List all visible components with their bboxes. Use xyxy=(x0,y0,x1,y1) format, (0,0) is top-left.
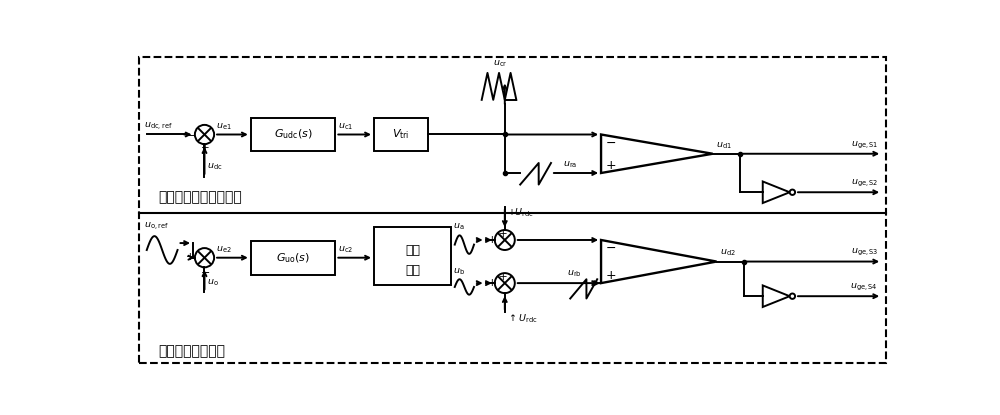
Polygon shape xyxy=(763,286,790,307)
Text: $u_{\rm a}$: $u_{\rm a}$ xyxy=(453,221,465,232)
Polygon shape xyxy=(763,181,790,203)
Text: 直流母线电压闭环控制: 直流母线电压闭环控制 xyxy=(158,190,242,204)
Text: $u_{\rm e1}$: $u_{\rm e1}$ xyxy=(216,122,232,132)
Text: 判断: 判断 xyxy=(405,264,420,277)
Text: $+$: $+$ xyxy=(185,251,195,262)
Text: $u_{\rm d2}$: $u_{\rm d2}$ xyxy=(720,248,735,259)
Text: $\uparrow U_{\rm rdc}$: $\uparrow U_{\rm rdc}$ xyxy=(507,312,538,325)
Text: $u_{\rm b}$: $u_{\rm b}$ xyxy=(453,266,465,277)
Text: $+$: $+$ xyxy=(605,159,616,172)
Text: $-$: $-$ xyxy=(185,129,195,139)
Text: $+$: $+$ xyxy=(487,277,496,288)
Text: 极性: 极性 xyxy=(405,244,420,256)
Text: $+$: $+$ xyxy=(605,269,616,282)
Text: $u_{\rm o}$: $u_{\rm o}$ xyxy=(207,277,219,288)
Text: $u_{\rm dc,ref}$: $u_{\rm dc,ref}$ xyxy=(144,120,173,132)
Text: $+$: $+$ xyxy=(200,142,210,153)
Text: $u_{\rm ra}$: $u_{\rm ra}$ xyxy=(563,159,577,170)
Text: $u_{\rm d1}$: $u_{\rm d1}$ xyxy=(716,140,732,151)
Text: $u_{\rm cr}$: $u_{\rm cr}$ xyxy=(493,59,508,69)
Text: $-$: $-$ xyxy=(605,241,616,254)
Bar xyxy=(251,117,335,151)
Text: $u_{\rm c1}$: $u_{\rm c1}$ xyxy=(338,122,353,132)
Text: $G_{\rm udc}(s)$: $G_{\rm udc}(s)$ xyxy=(274,128,312,141)
Text: $u_{\rm rb}$: $u_{\rm rb}$ xyxy=(567,269,582,279)
Circle shape xyxy=(790,190,795,195)
Text: $V_{\rm tri}$: $V_{\rm tri}$ xyxy=(392,127,410,142)
Text: $u_{\rm ge,S2}$: $u_{\rm ge,S2}$ xyxy=(851,178,878,189)
Text: 输出电压闭环控制: 输出电压闭环控制 xyxy=(158,344,225,358)
Bar xyxy=(374,227,451,285)
Polygon shape xyxy=(601,134,713,173)
Text: $u_{\rm ge,S1}$: $u_{\rm ge,S1}$ xyxy=(851,139,878,151)
Circle shape xyxy=(790,293,795,299)
Text: $+$: $+$ xyxy=(487,234,496,245)
Polygon shape xyxy=(601,240,717,283)
Text: $+U_{\rm rdc}$: $+U_{\rm rdc}$ xyxy=(507,207,534,220)
Text: $+$: $+$ xyxy=(498,228,507,239)
Bar xyxy=(251,241,335,275)
Text: $u_{\rm e2}$: $u_{\rm e2}$ xyxy=(216,245,232,255)
Text: $-$: $-$ xyxy=(200,266,210,276)
Text: $u_{\rm c2}$: $u_{\rm c2}$ xyxy=(338,245,353,255)
Text: $u_{\rm dc}$: $u_{\rm dc}$ xyxy=(207,161,222,172)
Bar xyxy=(374,117,428,151)
Text: $u_{\rm ge,S4}$: $u_{\rm ge,S4}$ xyxy=(850,282,878,293)
Text: $G_{\rm uo}(s)$: $G_{\rm uo}(s)$ xyxy=(276,251,310,264)
Text: $u_{\rm ge,S3}$: $u_{\rm ge,S3}$ xyxy=(851,247,878,259)
Text: $u_{\rm o,ref}$: $u_{\rm o,ref}$ xyxy=(144,220,169,232)
Text: $-$: $-$ xyxy=(605,136,616,149)
Text: $+$: $+$ xyxy=(498,271,507,283)
